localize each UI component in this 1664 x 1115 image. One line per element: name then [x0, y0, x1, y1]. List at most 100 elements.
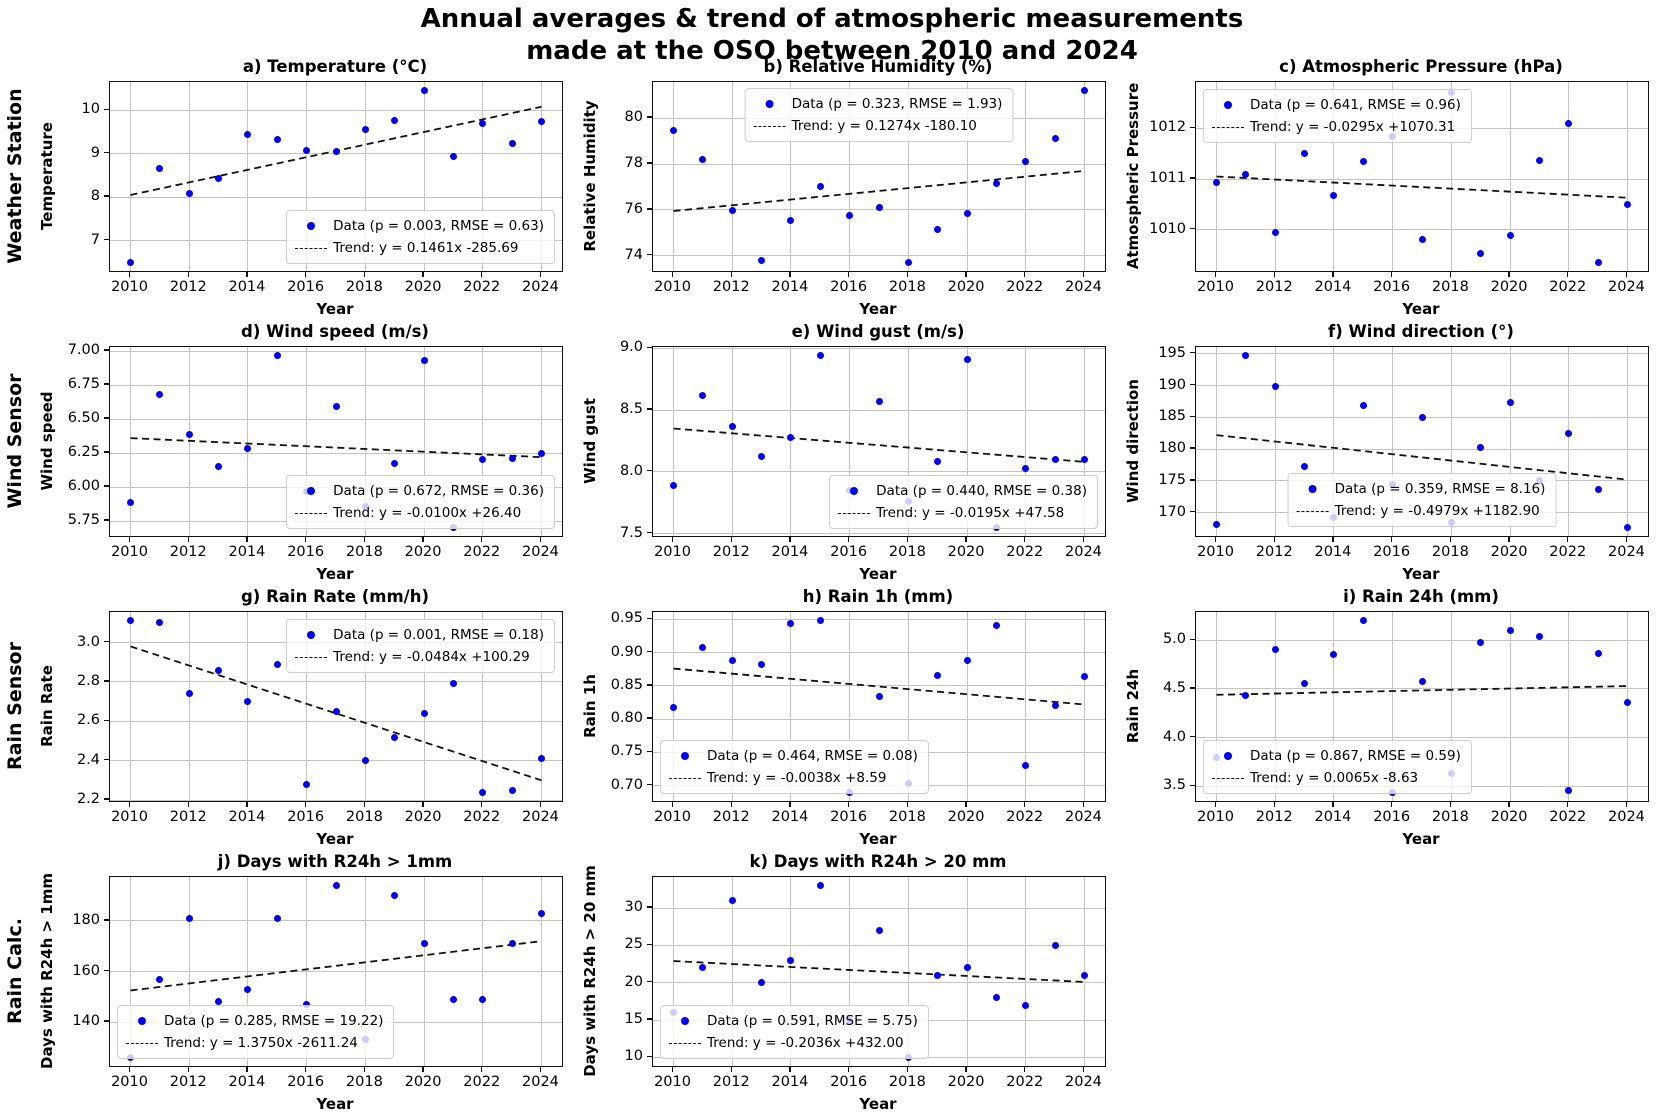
data-point-a-2022	[479, 119, 487, 127]
data-dot-icon	[850, 487, 859, 495]
gridline	[653, 718, 1105, 720]
gridline	[653, 347, 1105, 349]
xtick-mark	[1449, 271, 1452, 277]
legend-trend-row: Trend: y = 1.3750x -2611.24	[126, 1032, 383, 1054]
xtick-mark	[847, 1066, 850, 1072]
ytick-mark	[647, 750, 652, 753]
xtick-label: 2016	[830, 279, 868, 295]
ytick-mark	[647, 162, 652, 164]
gridline	[364, 612, 366, 801]
gridline	[1274, 82, 1276, 271]
ytick-mark	[1190, 638, 1195, 640]
gridline	[1216, 82, 1218, 271]
data-dot-icon	[138, 1017, 146, 1025]
xtick-mark	[1214, 801, 1217, 807]
ytick-mark	[104, 640, 109, 643]
gridline	[1025, 82, 1027, 271]
data-point-k-2023	[1051, 941, 1059, 949]
data-marker-icon	[295, 222, 327, 230]
subplot-f: f) Wind direction (°) Wind direction Data …	[1120, 320, 1663, 585]
xtick-mark	[187, 1066, 189, 1072]
data-point-c-2024	[1623, 200, 1631, 208]
xtick-mark	[730, 271, 732, 277]
subplot-g-xlabel: Year	[316, 830, 354, 848]
gridline	[653, 685, 1105, 687]
data-point-d-2019	[391, 460, 399, 468]
xtick-mark	[363, 1066, 366, 1072]
subplot-e-xlabel: Year	[859, 565, 897, 583]
gridline	[1274, 612, 1276, 801]
gridline	[540, 82, 542, 271]
legend-data-label: Data (p = 0.440, RMSE = 0.38)	[876, 483, 1087, 499]
legend-data-row: Data (p = 0.867, RMSE = 0.59)	[1212, 745, 1461, 767]
xtick-label: 2018	[888, 1074, 926, 1090]
data-point-e-2015	[816, 352, 824, 360]
legend-data-label: Data (p = 0.359, RMSE = 8.16)	[1334, 481, 1546, 497]
ytick-mark	[1190, 511, 1195, 513]
gridline	[423, 347, 425, 536]
data-point-a-2019	[391, 116, 399, 124]
gridline	[1626, 347, 1628, 536]
xtick-label: 2016	[287, 1074, 325, 1090]
data-point-d-2023	[508, 454, 516, 462]
xtick-mark	[1332, 801, 1334, 807]
legend-data-label: Data (p = 0.641, RMSE = 0.96)	[1250, 97, 1461, 113]
subplot-j-xlabel: Year	[316, 1095, 354, 1113]
data-point-h-2011	[699, 643, 707, 651]
gridline	[1333, 612, 1335, 801]
data-point-f-2020	[1506, 398, 1514, 406]
subplot-a-title: a) Temperature (°C)	[242, 57, 428, 76]
xtick-label: 2022	[1006, 809, 1044, 825]
xtick-label: 2012	[169, 544, 207, 560]
gridline	[849, 82, 851, 271]
data-dot-icon	[1224, 101, 1232, 109]
legend-a: Data (p = 0.003, RMSE = 0.63) Trend: y = …	[286, 210, 555, 264]
xtick-mark	[539, 1066, 542, 1072]
xtick-label: 2024	[1065, 544, 1102, 560]
gridline	[247, 612, 249, 801]
data-point-b-2013	[758, 256, 766, 264]
ytick-label: 175	[1158, 471, 1186, 488]
gridline	[790, 347, 792, 536]
ytick-label: 80	[624, 109, 643, 126]
xtick-label: 2010	[111, 544, 148, 560]
subplot-b-xlabel: Year	[859, 300, 897, 318]
xtick-label: 2018	[888, 544, 926, 560]
xtick-label: 2018	[345, 544, 383, 560]
data-point-h-2010	[670, 703, 678, 711]
data-point-b-2010	[670, 127, 678, 135]
gridline	[790, 877, 792, 1066]
xtick-mark	[1567, 271, 1569, 277]
xtick-label: 2022	[1006, 279, 1044, 295]
xtick-label: 2010	[654, 1074, 691, 1090]
data-point-d-2024	[537, 449, 545, 457]
gridline	[247, 347, 249, 536]
trend-marker-icon	[126, 1042, 158, 1044]
legend-trend-label: Trend: y = -0.0295x +1070.31	[1250, 119, 1456, 135]
data-point-j-2024	[537, 909, 545, 917]
xtick-label: 2024	[1065, 279, 1102, 295]
gridline	[1216, 347, 1218, 536]
gridline	[907, 347, 909, 536]
xtick-mark	[730, 801, 732, 807]
gridline	[966, 877, 968, 1066]
gridline	[423, 82, 425, 271]
xtick-label: 2018	[1431, 544, 1469, 560]
xtick-label: 2012	[1255, 279, 1293, 295]
subplot-k-plot-area: Data (p = 0.591, RMSE = 5.75) Trend: y = …	[652, 876, 1106, 1067]
xtick-mark	[1625, 801, 1628, 807]
xtick-mark	[1273, 271, 1275, 277]
data-point-k-2021	[992, 994, 1000, 1002]
data-point-h-2012	[728, 657, 736, 665]
suptitle-line-2: made at the OSO between 2010 and 2024	[526, 35, 1138, 66]
xtick-label: 2020	[404, 544, 442, 560]
data-point-i-2023	[1594, 650, 1602, 658]
ytick-label: 190	[1158, 376, 1186, 393]
gridline	[1083, 347, 1085, 536]
ytick-mark	[647, 470, 652, 472]
gridline	[1083, 877, 1085, 1066]
subplot-d-xlabel: Year	[316, 565, 354, 583]
data-point-c-2022	[1565, 119, 1573, 127]
ytick-label: 170	[1158, 503, 1186, 520]
data-point-f-2019	[1477, 443, 1485, 451]
